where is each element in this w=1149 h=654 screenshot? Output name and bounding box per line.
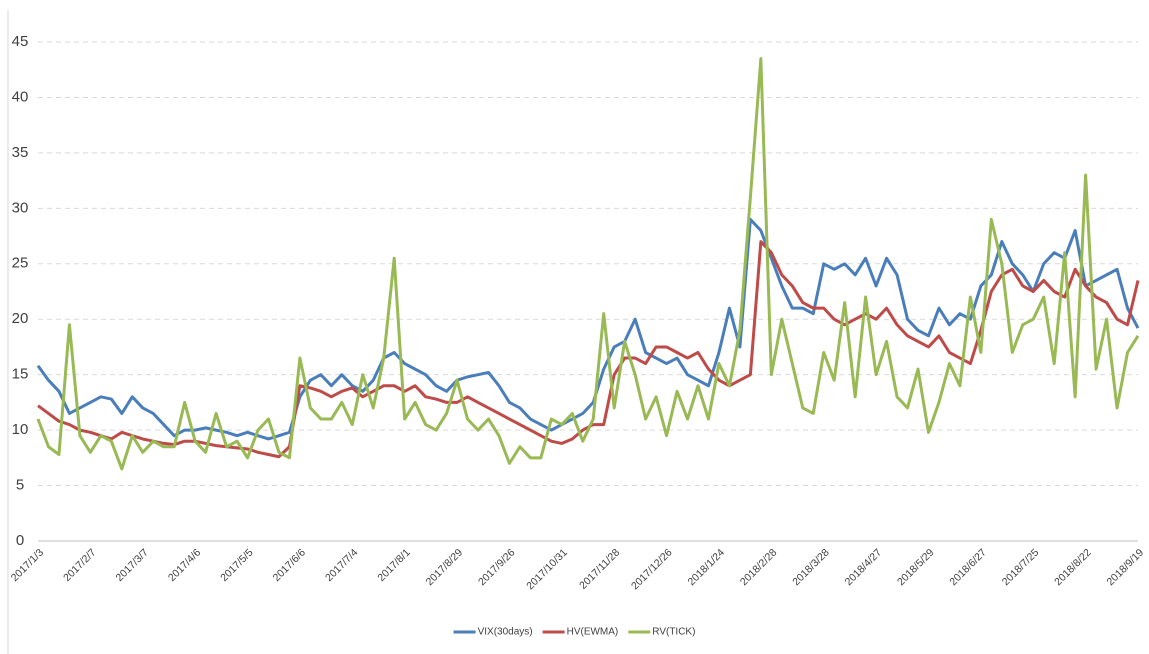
series-line: [36, 57, 1140, 471]
x-tick-label: 2017/9/26: [476, 546, 518, 588]
legend-label: RV(TICK): [652, 627, 695, 638]
x-tick-label: 2018/2/28: [738, 546, 780, 588]
x-tick-label: 2018/4/27: [843, 546, 885, 588]
y-tick-label: 40: [12, 88, 29, 105]
legend: VIX(30days) HV(EWMA) RV(TICK): [453, 627, 695, 638]
x-tick-label: 2017/7/4: [323, 546, 360, 583]
y-tick-label: 5: [16, 477, 24, 494]
y-tick-label: 35: [12, 144, 29, 161]
legend-label: HV(EWMA): [567, 627, 619, 638]
y-tick-label: 0: [16, 532, 24, 549]
x-tick-label: 2017/6/6: [271, 546, 308, 583]
x-tick-label: 2017/8/1: [375, 546, 412, 583]
x-tick-label: 2017/2/7: [61, 546, 98, 583]
y-tick-label: 15: [12, 366, 29, 383]
x-tick-label: 2018/9/19: [1105, 546, 1147, 588]
x-tick-label: 2017/11/28: [577, 546, 622, 591]
y-tick-label: 20: [12, 310, 29, 327]
legend-label: VIX(30days): [478, 627, 533, 638]
x-tick-label: 2017/10/31: [524, 546, 570, 592]
y-tick-label: 45: [12, 33, 29, 50]
series-line: [36, 217, 1140, 441]
x-tick-label: 2017/3/7: [113, 546, 150, 583]
y-tick-label: 30: [12, 199, 29, 216]
x-tick-label: 2018/3/28: [790, 546, 832, 588]
x-tick-label: 2017/12/26: [629, 546, 675, 592]
y-tick-label: 25: [12, 255, 29, 272]
x-tick-label: 2017/8/29: [424, 546, 466, 588]
x-tick-label: 2017/1/3: [9, 546, 46, 583]
x-tick-label: 2018/6/27: [947, 546, 989, 588]
series-line: [37, 240, 1140, 459]
y-tick-label: 10: [12, 421, 29, 438]
x-tick-label: 2018/7/25: [1000, 546, 1042, 588]
x-tick-label: 2017/4/6: [166, 546, 203, 583]
x-tick-label: 2018/1/24: [686, 546, 728, 588]
x-tick-label: 2018/5/29: [895, 546, 937, 588]
x-tick-label: 2017/5/5: [218, 546, 255, 583]
x-tick-label: 2018/8/22: [1052, 546, 1094, 588]
